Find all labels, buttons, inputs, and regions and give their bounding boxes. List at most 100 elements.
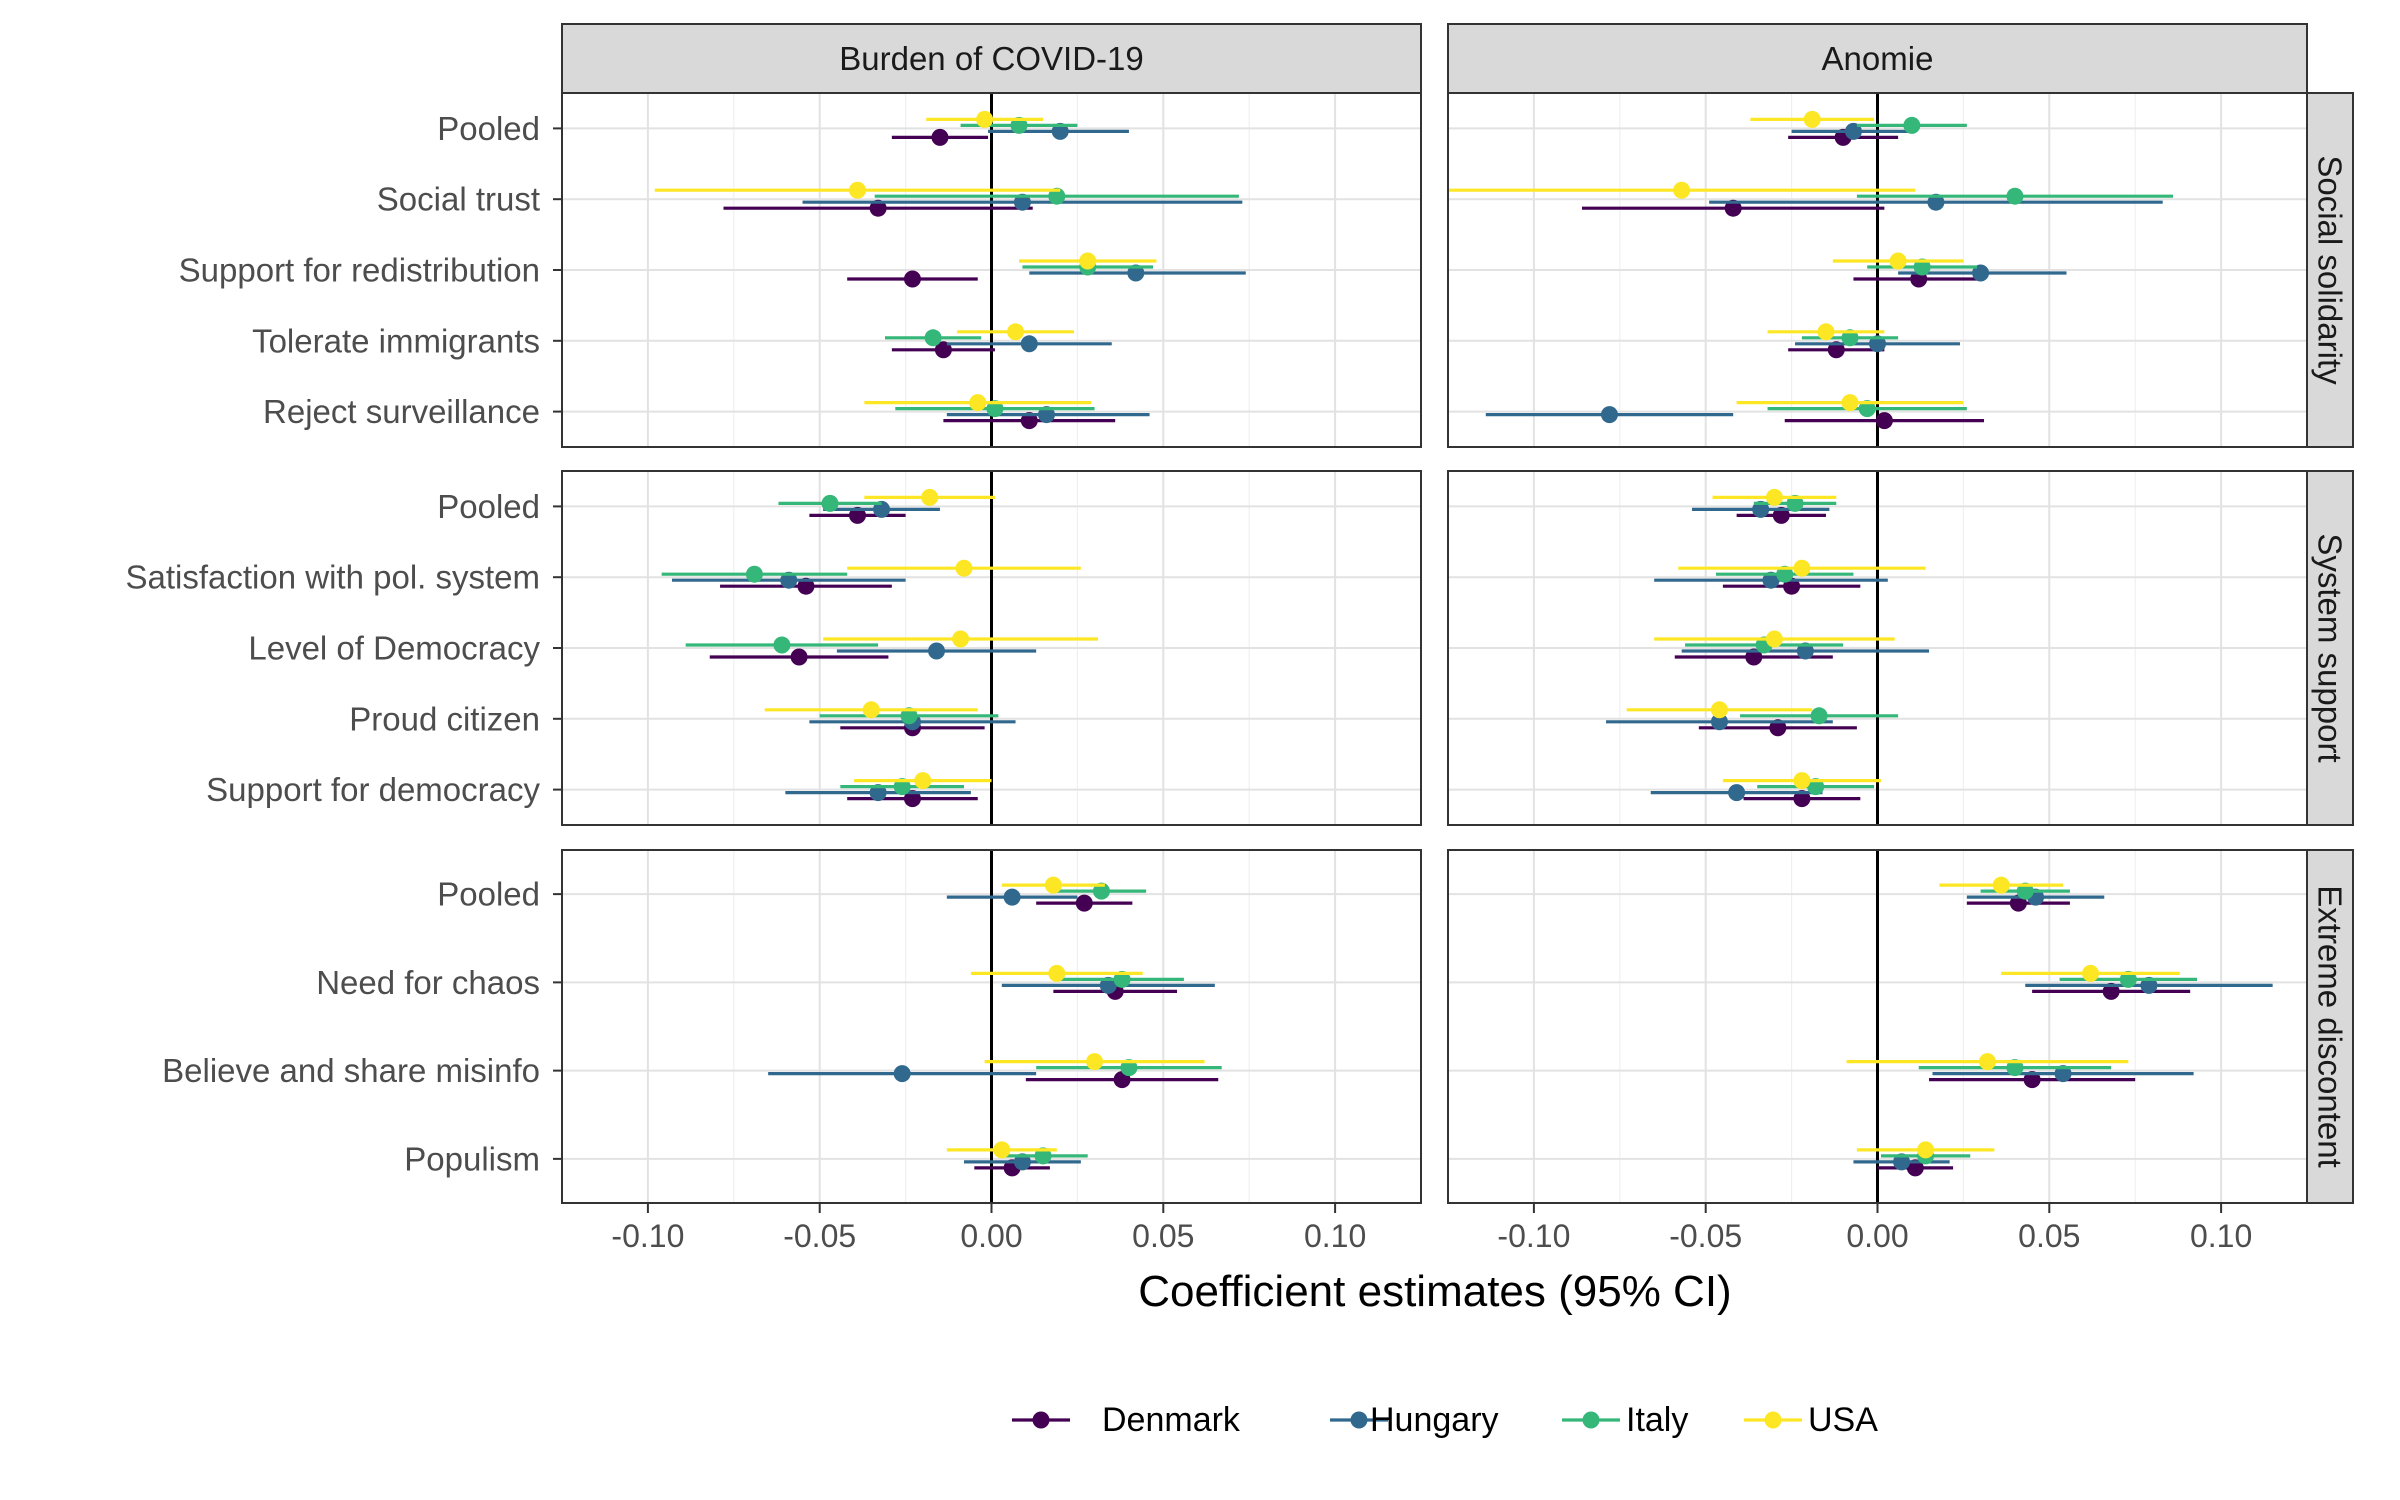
point-estimate [1927, 193, 1945, 211]
point-estimate [1841, 329, 1859, 347]
point-estimate [914, 772, 932, 790]
estimate-reject-surveillance-hungary [1485, 406, 1734, 424]
legend-item-italy: Italy [1562, 1401, 1688, 1439]
legend-item-hungary: Hungary [1330, 1401, 1499, 1439]
point-estimate [1827, 341, 1845, 359]
estimate-populism-hungary [964, 1153, 1081, 1171]
point-estimate [1906, 1159, 1924, 1177]
point-estimate [1841, 394, 1859, 412]
point-estimate [1010, 116, 1028, 134]
estimate-pooled-hungary [823, 500, 940, 518]
point-estimate [1769, 719, 1787, 737]
estimate-pooled-italy [1753, 494, 1837, 512]
point-estimate [934, 341, 952, 359]
point-estimate [993, 1141, 1011, 1159]
estimate-support-for-democracy-denmark [1743, 790, 1861, 808]
legend-label: Denmark [1102, 1401, 1241, 1439]
estimate-reject-surveillance-denmark [943, 412, 1116, 430]
point-estimate [1807, 778, 1825, 796]
estimate-tolerate-immigrants-italy [884, 329, 982, 347]
x-tick-label: 0.00 [960, 1218, 1022, 1254]
point-estimate [1869, 335, 1886, 353]
point-estimate [1875, 412, 1893, 430]
legend-key-point [1764, 1411, 1782, 1429]
column-strip-burden-of-covid-19: Burden of COVID-19 [561, 23, 1422, 94]
point-estimate [2140, 976, 2158, 994]
column-strip-label: Anomie [1822, 40, 1934, 77]
point-estimate [1034, 1147, 1052, 1165]
point-estimate [1710, 713, 1728, 731]
estimate-tolerate-immigrants-usa [957, 323, 1074, 341]
row-strip-social-solidarity: Social solidarity [2306, 92, 2354, 448]
estimate-pooled-denmark [809, 506, 906, 524]
estimate-proud-citizen-usa [764, 701, 978, 719]
x-tick-label: -0.10 [1497, 1218, 1570, 1254]
y-axis-labels: Pooled Social trust Support for redistribu… [126, 110, 562, 1177]
point-estimate [1893, 1153, 1911, 1171]
point-estimate [1710, 701, 1728, 719]
estimate-proud-citizen-hungary [1606, 713, 1833, 731]
estimate-need-for-chaos-hungary [2025, 976, 2273, 994]
point-estimate [1079, 252, 1097, 270]
estimate-social-trust-denmark [723, 199, 1033, 217]
point-estimate [869, 784, 887, 802]
estimate-satisfaction-with-pol-system-italy [1716, 565, 1854, 583]
estimate-reject-surveillance-italy [895, 400, 1095, 418]
point-estimate [869, 199, 887, 217]
point-estimate [1772, 506, 1790, 524]
estimate-social-trust-denmark [1582, 199, 1885, 217]
estimate-tolerate-immigrants-denmark [891, 341, 995, 359]
panel-system-support-burden-of-covid-19 [561, 470, 1422, 826]
estimate-tolerate-immigrants-usa [1767, 323, 1885, 341]
point-estimate [1007, 323, 1025, 341]
point-estimate [1051, 122, 1069, 140]
estimate-tolerate-immigrants-denmark [1788, 341, 1885, 359]
estimate-need-for-chaos-italy [2059, 970, 2198, 988]
estimate-populism-usa [946, 1141, 1057, 1159]
estimate-populism-italy [998, 1147, 1088, 1165]
point-estimate [1120, 1059, 1138, 1077]
point-estimate [2006, 1059, 2024, 1077]
legend-label: Italy [1626, 1401, 1688, 1439]
x-tick-label: -0.10 [611, 1218, 684, 1254]
column-strip-label: Burden of COVID-19 [839, 40, 1143, 77]
estimate-support-for-redistribution-italy [1867, 258, 1978, 276]
point-estimate [1786, 494, 1804, 512]
estimate-pooled-hungary [988, 122, 1129, 140]
point-estimate [1020, 412, 1038, 430]
estimate-reject-surveillance-usa [1736, 394, 1964, 412]
point-estimate [848, 506, 866, 524]
estimate-reject-surveillance-hungary [946, 406, 1150, 424]
point-estimate [1092, 882, 1110, 900]
row-strip-background [2306, 92, 2354, 448]
estimate-support-for-democracy-italy [1757, 778, 1875, 796]
facet-strips: Social solidarity System support Extreme d… [561, 23, 2354, 1204]
y-tick-label: Pooled [437, 110, 540, 147]
point-estimate [1048, 187, 1066, 205]
panel-extreme-discontent-anomie [1447, 849, 2308, 1204]
legend-key-point [1582, 1411, 1600, 1429]
point-estimate [2102, 982, 2120, 1000]
point-estimate [1762, 571, 1780, 589]
estimate-proud-citizen-italy [819, 707, 999, 725]
estimate-satisfaction-with-pol-system-denmark [720, 577, 892, 595]
point-estimate [1728, 784, 1746, 802]
estimate-believe-and-share-misinfo-hungary [1932, 1065, 2194, 1083]
estimate-reject-surveillance-usa [864, 394, 1092, 412]
estimate-tolerate-immigrants-hungary [946, 335, 1112, 353]
point-estimate [1765, 630, 1783, 648]
x-axis-title: Coefficient estimates (95% CI) [1138, 1267, 1731, 1316]
y-tick-label: Satisfaction with pol. system [126, 559, 541, 596]
point-estimate [773, 636, 791, 654]
x-axis: -0.10 -0.05 0.00 0.05 0.10 -0.10 -0.05 0.00 0.05… [611, 1203, 2252, 1254]
estimate-pooled-usa [1750, 110, 1875, 128]
row-strip-background [2306, 849, 2354, 1204]
estimate-believe-and-share-misinfo-usa [1846, 1053, 2129, 1071]
estimate-support-for-redistribution-usa [1832, 252, 1964, 270]
point-estimate [1099, 976, 1117, 994]
estimate-level-of-democracy-denmark [709, 648, 889, 666]
estimate-support-for-democracy-hungary [1650, 784, 1823, 802]
point-estimate [1903, 116, 1921, 134]
column-strip-background [561, 23, 1422, 94]
estimate-need-for-chaos-italy [1060, 970, 1184, 988]
